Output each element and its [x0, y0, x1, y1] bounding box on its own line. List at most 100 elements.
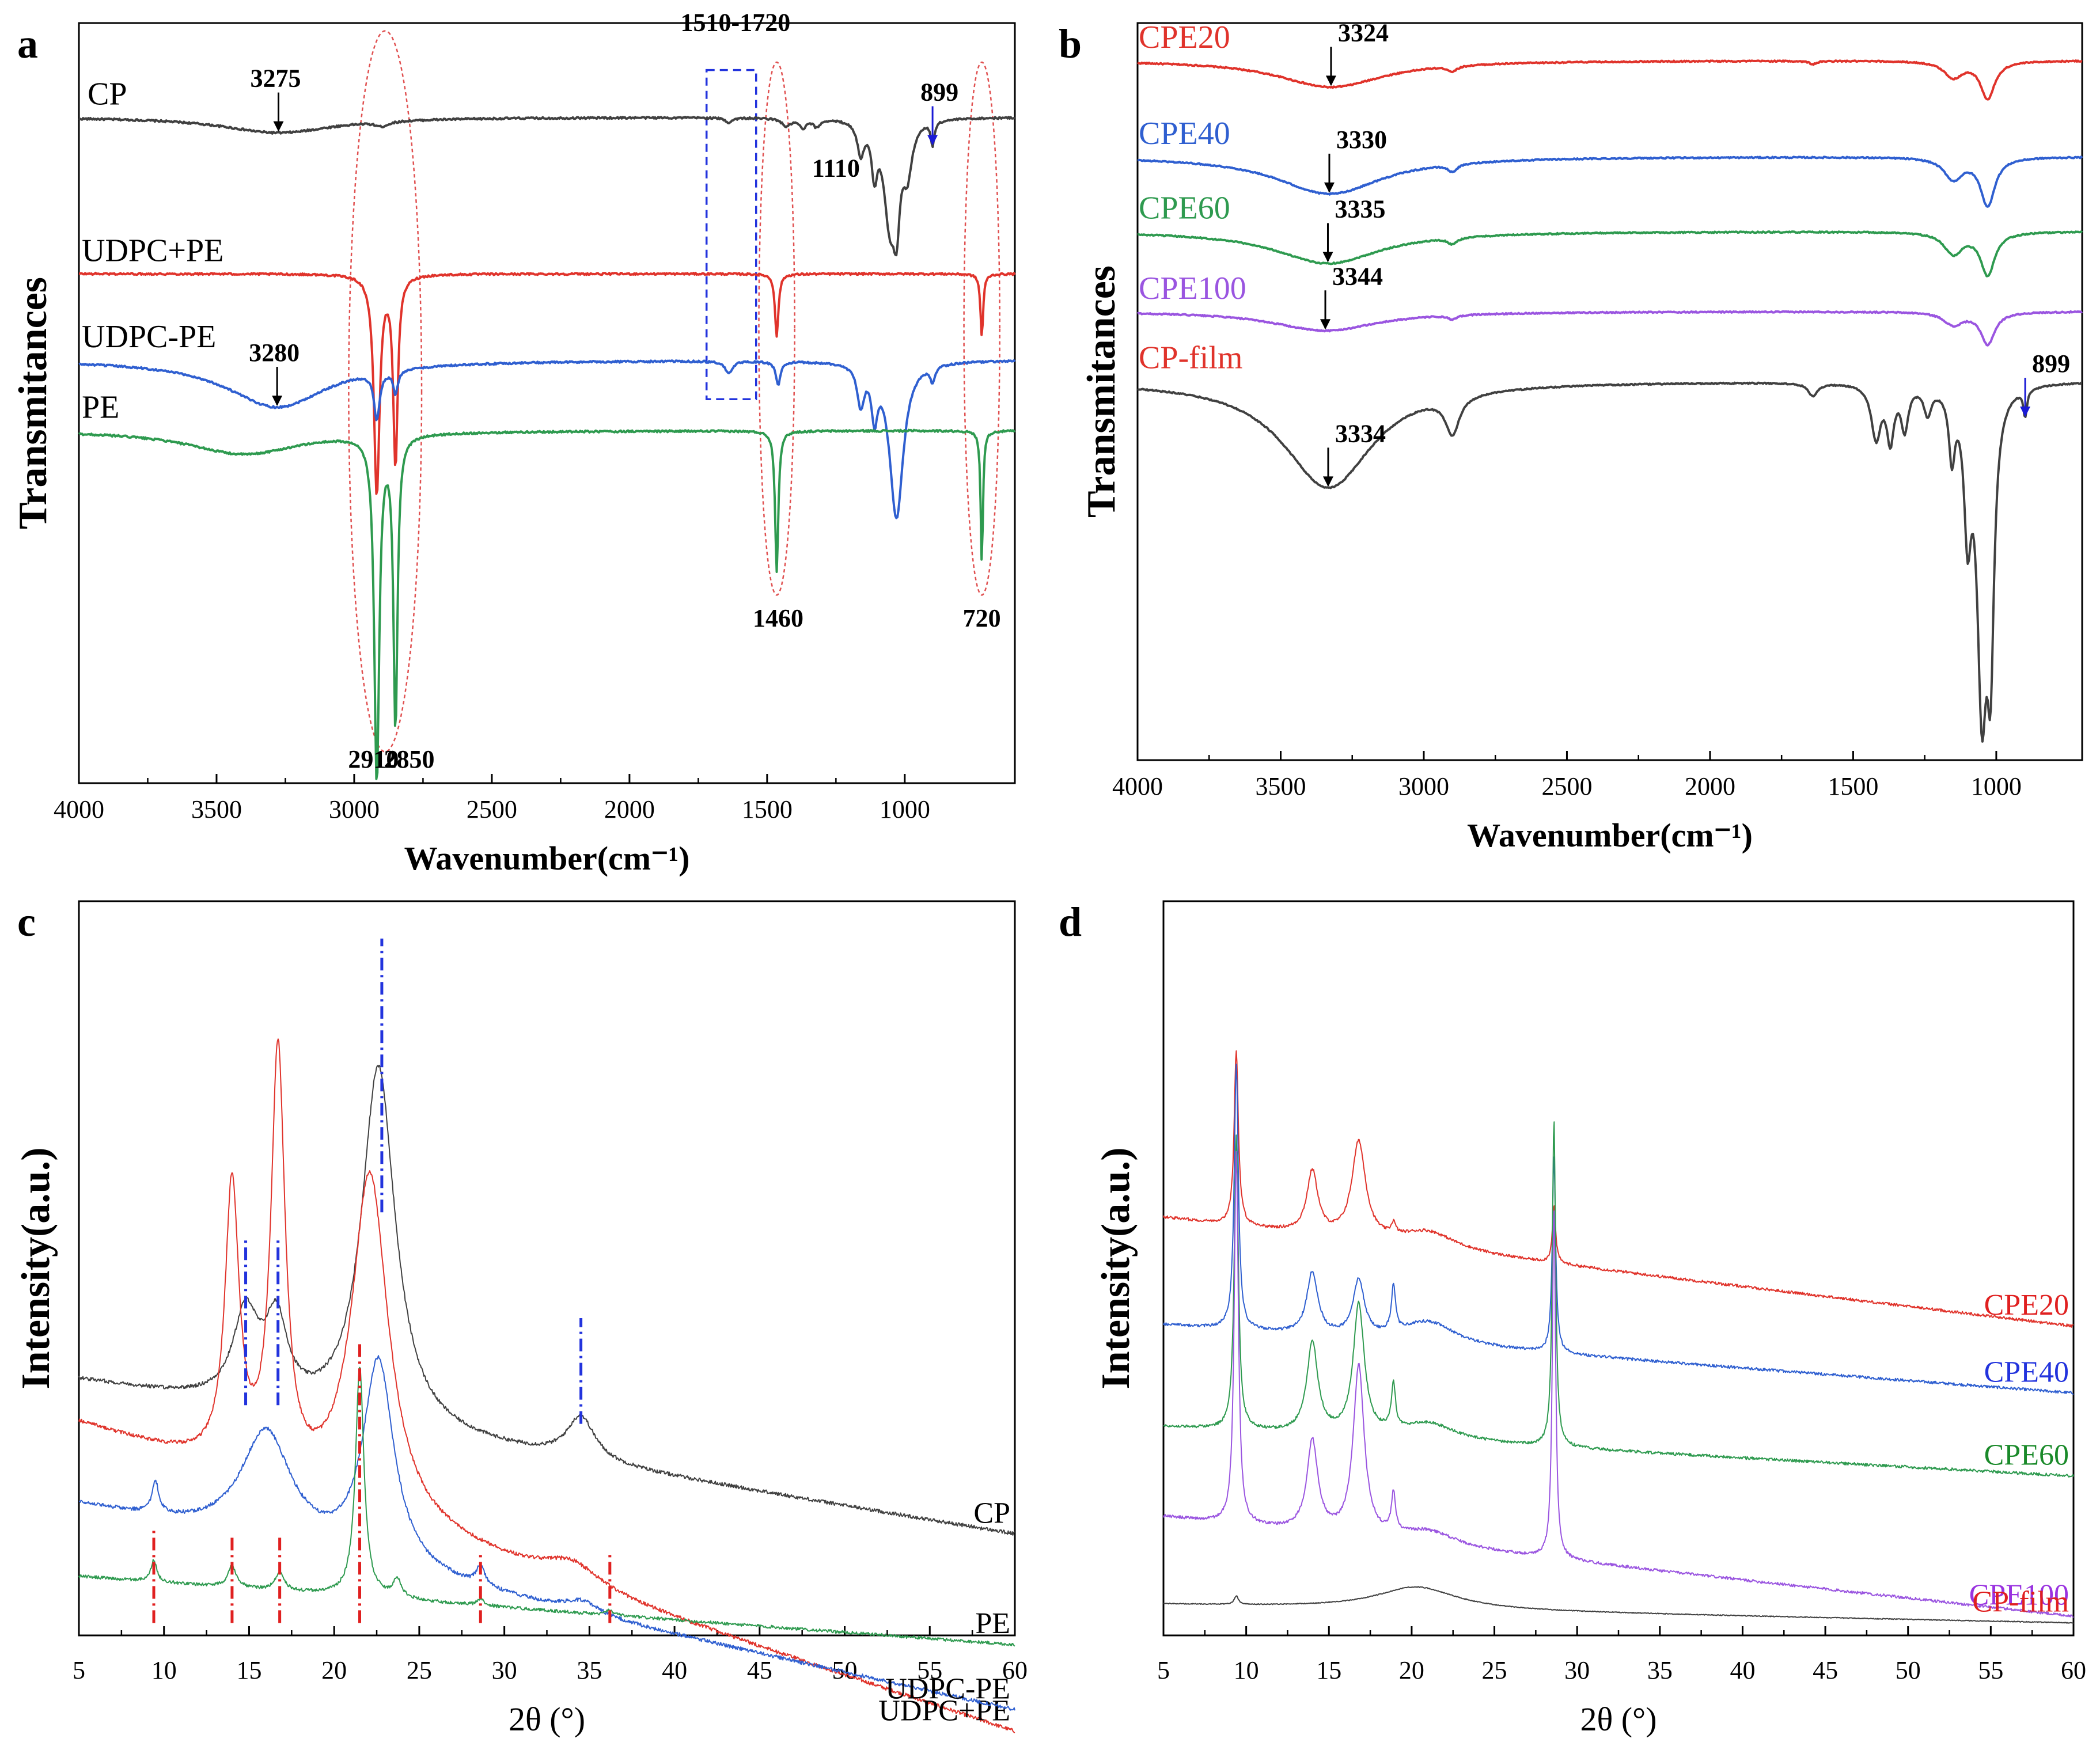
annotation-arrowhead	[1322, 476, 1333, 487]
plot-frame	[1162, 900, 2075, 1637]
x-tick-label: 3000	[1398, 772, 1449, 800]
x-tick-label: 3500	[1255, 772, 1306, 800]
series-label: CP-film	[1139, 340, 1242, 375]
annotation-label: 1110	[812, 154, 860, 183]
annotation-arrowhead	[1320, 319, 1331, 330]
x-tick-label: 2000	[604, 795, 655, 823]
series-line-udpc-pe	[78, 1038, 1015, 1734]
annotation-label: 720	[963, 604, 1001, 632]
x-tick-label: 1500	[742, 795, 793, 823]
series-label: UDPC-PE	[82, 319, 216, 355]
series-label: CP-film	[1972, 1585, 2069, 1618]
x-tick-label: 35	[577, 1656, 602, 1684]
annotation-label: 2910	[348, 745, 399, 773]
x-tick-label: 2500	[467, 795, 517, 823]
series-line-pe	[78, 1366, 1015, 1647]
x-tick-label: 1000	[880, 795, 930, 823]
x-axis-label: 2θ (°)	[509, 1700, 585, 1738]
x-tick-label: 50	[1896, 1656, 1921, 1684]
y-axis-label: Transmitances	[11, 277, 55, 529]
series-line-udpc-pe	[78, 1355, 1015, 1711]
series-line-cpe40	[1163, 1064, 2074, 1395]
panel-label-d: d	[1059, 899, 1082, 945]
y-axis-label: Intensity(a.u.)	[14, 1147, 58, 1389]
panel-label-c: c	[17, 899, 36, 945]
series-line-pe	[78, 428, 1016, 780]
series-label: CP	[973, 1497, 1010, 1529]
x-tick-label: 55	[917, 1656, 942, 1684]
y-axis-label: Transmitances	[1079, 265, 1124, 518]
highlight-ellipse	[348, 30, 423, 753]
annotation-label: 2850	[384, 745, 435, 773]
series-line-cp	[78, 1065, 1015, 1536]
series-label: CPE40	[1139, 116, 1230, 151]
annotation-arrowhead	[1325, 75, 1336, 86]
series-line-cp-film	[1137, 381, 2083, 743]
series-line-cp	[78, 116, 1015, 257]
x-tick-label: 45	[747, 1656, 772, 1684]
series-line-cpe100	[1163, 1151, 2074, 1618]
annotation-arrowhead	[273, 121, 284, 132]
annotation-label: 899	[2032, 350, 2070, 378]
x-tick-label: 30	[1564, 1656, 1590, 1684]
highlight-ellipse	[963, 61, 1000, 596]
series-label: PE	[975, 1607, 1010, 1640]
annotation-label: 3330	[1336, 126, 1387, 154]
series-label: CP	[88, 76, 127, 112]
series-label: PE	[82, 390, 119, 426]
x-tick-label: 1000	[1971, 772, 2022, 800]
panel-d-xrd-chart: d 5 10 15 20 25 30 35 40 45 50 55 60 2θ (°) Intensity(…	[1059, 899, 2086, 1738]
x-tick-label: 20	[1399, 1656, 1424, 1684]
plot-frame	[1136, 22, 2083, 761]
annotation-arrowhead	[2020, 407, 2031, 417]
panel-b-ftir-chart: b 4000 3500 3000 2500 2000 1500 1000 Wavenumber(…	[1059, 18, 2083, 854]
annotation-arrowhead	[272, 395, 283, 406]
x-tick-label: 20	[321, 1656, 347, 1684]
series-line-cpe20	[1137, 59, 2083, 101]
x-tick-label: 1500	[1828, 772, 1878, 800]
annotation-label: 3335	[1335, 195, 1385, 223]
x-tick-label: 3000	[329, 795, 380, 823]
x-tick-label: 60	[2061, 1656, 2086, 1684]
x-tick-label: 25	[407, 1656, 432, 1684]
highlight-ellipse	[758, 61, 795, 596]
x-tick-label: 4000	[1112, 772, 1163, 800]
annotation-label: 3280	[249, 339, 300, 367]
series-line-cpe60	[1137, 230, 2083, 278]
annotation-label: 3334	[1335, 419, 1386, 447]
annotation-arrowhead	[927, 135, 938, 146]
x-tick-label: 30	[492, 1656, 517, 1684]
annotation-label: 3324	[1338, 18, 1389, 47]
panel-label-a: a	[17, 21, 38, 67]
plot-frame	[78, 22, 1016, 784]
series-line-cpe100	[1137, 310, 2083, 347]
x-tick-label: 10	[151, 1656, 177, 1684]
x-axis-label: 2θ (°)	[1580, 1700, 1657, 1738]
series-line-cpe60	[1163, 1121, 2074, 1478]
x-axis-label: Wavenumber(cm⁻¹)	[404, 840, 690, 877]
series-label: CPE100	[1139, 271, 1246, 306]
x-tick-label: 60	[1002, 1656, 1028, 1684]
x-tick-label: 15	[1316, 1656, 1341, 1684]
x-tick-label: 5	[1157, 1656, 1170, 1684]
x-tick-label: 2500	[1541, 772, 1592, 800]
panel-label-b: b	[1059, 21, 1082, 67]
series-label: CPE20	[1984, 1289, 2069, 1322]
series-line-cp-film	[1163, 1586, 2074, 1624]
annotation-label: 3275	[251, 64, 301, 93]
series-label: UDPC+PE	[878, 1694, 1010, 1727]
annotation-label: 1510-1720	[681, 9, 791, 37]
annotation-label: 3344	[1332, 262, 1383, 290]
panel-a-ftir-chart: a 4000 3500 3000 2500 2000 1500 1000 Wavenumber(…	[11, 9, 1016, 877]
x-tick-label: 5	[73, 1656, 85, 1684]
series-line-cpe40	[1137, 155, 2083, 208]
x-tick-label: 15	[236, 1656, 261, 1684]
series-label: CPE60	[1139, 191, 1230, 226]
highlight-rect	[705, 69, 757, 400]
series-line-udpc-pe	[78, 271, 1016, 495]
series-line-udpc-pe	[78, 359, 1016, 519]
x-tick-label: 2000	[1685, 772, 1735, 800]
x-tick-label: 4000	[54, 795, 104, 823]
